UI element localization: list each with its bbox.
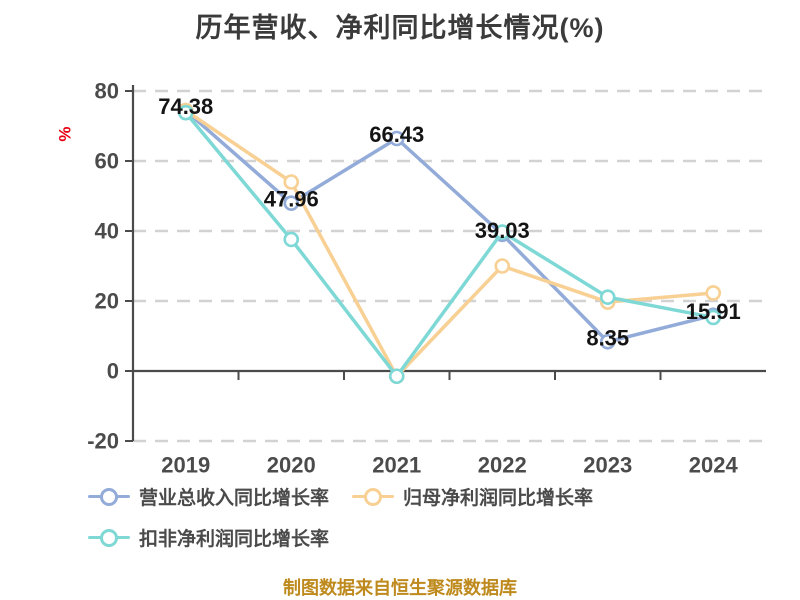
y-tick-label: 0 — [107, 359, 119, 384]
y-tick-label: 80 — [95, 79, 119, 104]
legend-item-net-profit-growth[interactable]: 归母净利润同比增长率 — [352, 483, 593, 510]
data-source-note: 制图数据来自恒生聚源数据库 — [283, 578, 517, 598]
data-point-marker — [705, 285, 722, 301]
data-point-marker — [283, 231, 300, 248]
legend-item-total-revenue-growth[interactable]: 营业总收入同比增长率 — [88, 483, 329, 510]
legend-label: 营业总收入同比增长率 — [139, 488, 330, 509]
data-label: 8.35 — [586, 325, 629, 350]
legend-item-non-gaap-net-profit-growth[interactable]: 扣非净利润同比增长率 — [88, 524, 329, 551]
x-tick-label: 2021 — [372, 453, 421, 478]
legend-line-dot-marker — [88, 487, 130, 506]
series-line-teal — [184, 110, 715, 378]
y-tick-label: 20 — [95, 289, 119, 314]
x-tick-label: 2023 — [583, 453, 632, 478]
chart-title: 历年营收、净利同比增长情况(%) — [195, 13, 605, 43]
data-point-marker — [599, 333, 616, 350]
data-label: 66.43 — [369, 122, 424, 147]
x-tick-label: 2024 — [689, 453, 739, 478]
data-point-marker — [283, 195, 300, 211]
y-tick-label: 60 — [95, 149, 119, 174]
data-point-marker — [388, 130, 405, 147]
data-label: 15.91 — [686, 299, 741, 324]
data-label: 74.38 — [158, 94, 213, 119]
y-tick-label: -20 — [87, 429, 119, 454]
data-point-marker — [494, 258, 511, 274]
data-point-marker — [177, 104, 194, 121]
legend-line-dot-marker — [88, 528, 130, 547]
legend-label: 扣非净利润同比增长率 — [139, 529, 330, 550]
legend-label: 归母净利润同比增长率 — [403, 488, 594, 509]
data-label: 47.96 — [264, 187, 319, 212]
data-label: 39.03 — [475, 218, 530, 243]
y-tick-label: 40 — [95, 219, 119, 244]
x-tick-label: 2022 — [478, 453, 527, 478]
series-line-blue — [184, 108, 715, 344]
data-point-marker — [599, 289, 616, 305]
legend-line-dot-marker — [352, 487, 394, 506]
data-point-marker — [705, 309, 722, 326]
x-tick-label: 2019 — [161, 453, 210, 478]
data-point-marker — [283, 174, 300, 190]
data-point-marker — [388, 368, 405, 385]
data-point-marker — [494, 224, 511, 240]
x-tick-label: 2020 — [267, 453, 316, 478]
